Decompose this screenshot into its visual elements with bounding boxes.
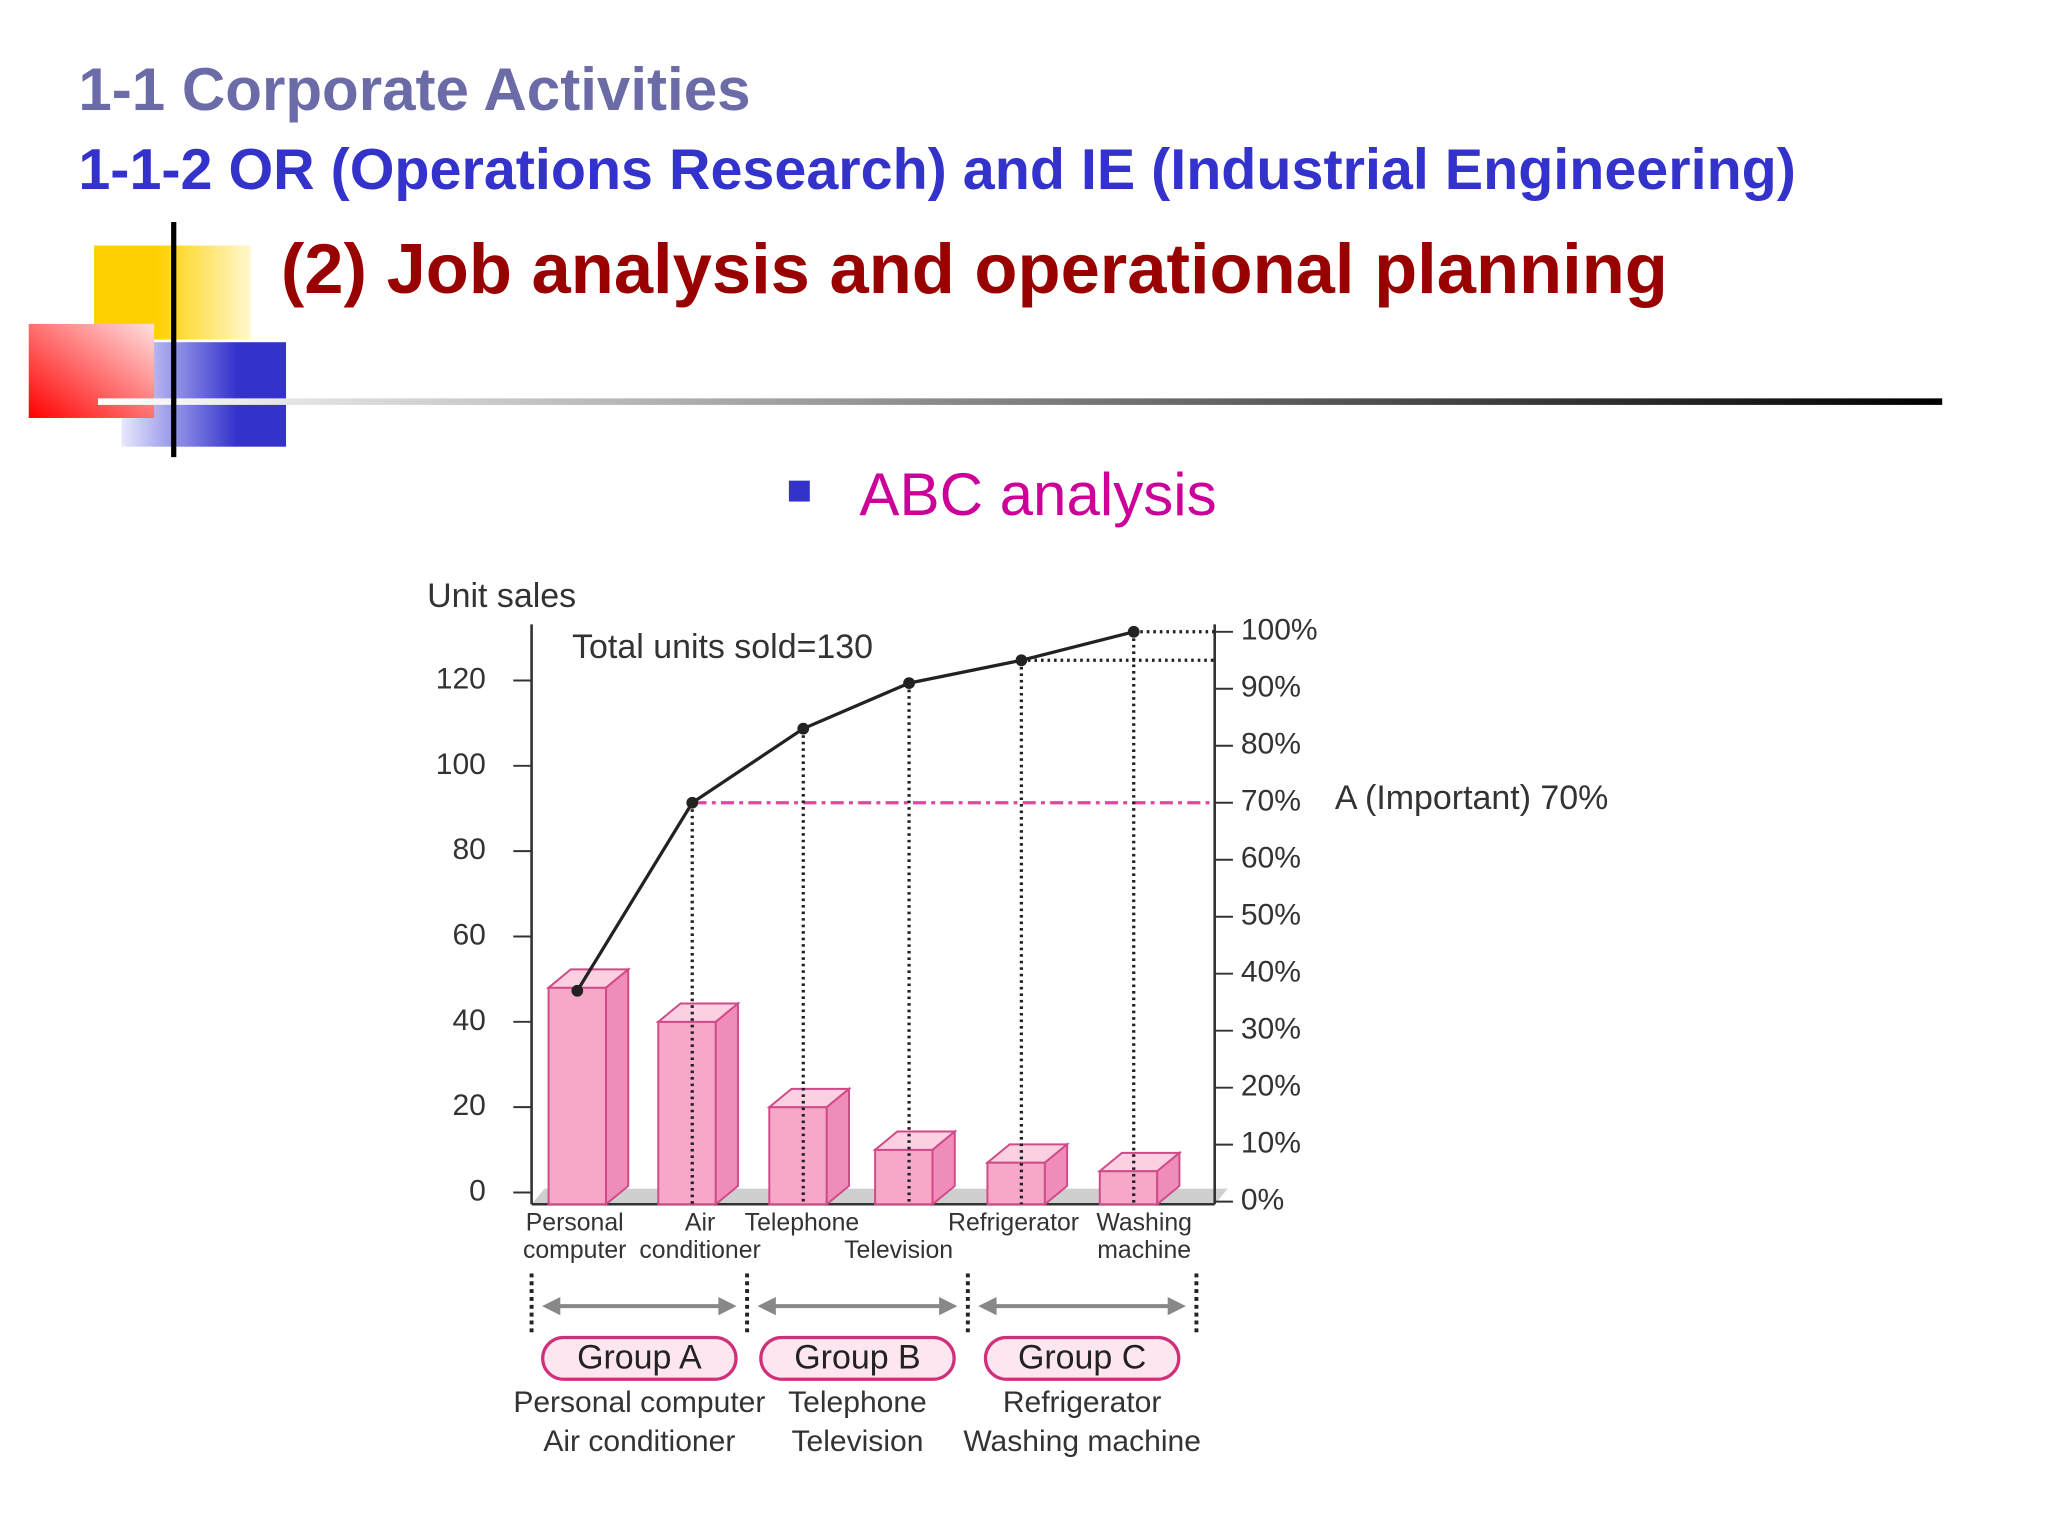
cumulative-line: [575, 630, 1135, 992]
cumulative-point: [797, 722, 810, 735]
section-title: 1-1 Corporate Activities: [78, 56, 750, 123]
group-pill: [541, 1335, 738, 1381]
bar: [1098, 1170, 1159, 1206]
chart: Unit sales Total units sold=130 0 20 40 60 80 1…: [427, 577, 1608, 1458]
bar-side: [825, 1086, 850, 1207]
group-pill: [983, 1335, 1181, 1381]
cumulative-point: [1127, 625, 1140, 638]
group-pill: [759, 1335, 956, 1381]
y-tick-label: 60: [452, 918, 485, 951]
y2-tick-label: 30%: [1241, 1013, 1301, 1046]
group-item: Washing machine: [963, 1425, 1201, 1458]
x-tick-label-box: Telephone: [744, 1209, 860, 1237]
bullet: [788, 480, 810, 502]
x-tick-label-box: Washing machine: [1096, 1209, 1192, 1265]
y2-tick-label: 40%: [1241, 956, 1301, 989]
cumulative-point: [1015, 654, 1028, 667]
y2-tick-label: 100%: [1241, 614, 1318, 647]
group-item: Refrigerator: [1003, 1386, 1162, 1419]
bar: [547, 986, 608, 1206]
annotation: Total units sold=130: [572, 628, 873, 666]
group-item: Air conditioner: [543, 1425, 735, 1458]
deco-rule: [171, 222, 177, 458]
x-tick-label: Refrigerator: [948, 1209, 1080, 1237]
bar: [986, 1161, 1046, 1206]
y-tick-label: 40: [452, 1004, 485, 1037]
y2-tick-label: 70%: [1241, 785, 1301, 818]
y2-tick-label: 80%: [1241, 728, 1301, 761]
group-name: Group A: [577, 1339, 702, 1377]
arrow-head: [757, 1296, 776, 1316]
cumulative-point: [571, 984, 584, 997]
bar: [657, 1020, 717, 1206]
arrow-head: [718, 1296, 737, 1316]
group-item: Personal computer: [513, 1386, 765, 1419]
bullet-text: ABC analysis: [859, 461, 1216, 528]
arrow-head: [1167, 1296, 1186, 1316]
y-tick-label: 80: [452, 833, 485, 866]
bar-side: [605, 967, 630, 1207]
x-tick-label-box: Personal computer: [522, 1209, 627, 1265]
bar-side: [714, 1001, 739, 1207]
group-name: Group B: [794, 1339, 920, 1377]
y2-tick-label: 20%: [1241, 1070, 1301, 1103]
group-name: Group C: [1018, 1339, 1146, 1377]
x-tick-label-box: Air conditioner: [639, 1209, 761, 1265]
x-tick-label: Personal computer: [522, 1209, 627, 1265]
arrow-head: [939, 1296, 958, 1316]
group-item: Telephone: [788, 1386, 927, 1419]
arrow-head: [542, 1296, 561, 1316]
cumulative-point: [903, 677, 915, 689]
cumulative-point: [686, 796, 699, 809]
bar-side: [1156, 1150, 1181, 1207]
y2-tick-label: 50%: [1241, 899, 1301, 932]
group-item: Television: [792, 1425, 924, 1458]
y2-tick-label: 10%: [1241, 1127, 1301, 1160]
x-tick-label-box: Television: [844, 1236, 954, 1265]
bar: [874, 1148, 934, 1206]
y-tick-label: 0: [469, 1174, 486, 1207]
threshold-label: A (Important) 70%: [1335, 779, 1609, 817]
y-tick-label: 100: [436, 748, 486, 781]
x-tick-label: Telephone: [744, 1209, 860, 1237]
bar-side: [931, 1129, 956, 1207]
y-tick-label: 120: [436, 662, 486, 695]
x-tick-label-box: Refrigerator: [948, 1209, 1080, 1237]
y-tick-label: 20: [452, 1089, 485, 1122]
deco-rule: [97, 398, 1943, 405]
x-tick-label: Television: [844, 1236, 954, 1265]
bar-side: [1043, 1142, 1069, 1207]
arrow-head: [978, 1296, 997, 1316]
y-axis-label: Unit sales: [427, 577, 576, 615]
x-tick-label: Washing machine: [1096, 1209, 1192, 1265]
slide-title: (2) Job analysis and operational plannin…: [281, 229, 1668, 308]
y2-tick-label: 0%: [1241, 1184, 1284, 1217]
x-tick-label: Air conditioner: [639, 1209, 761, 1265]
y2-tick-label: 60%: [1241, 842, 1301, 875]
y2-tick-label: 90%: [1241, 671, 1301, 704]
subsection-title: 1-1-2 OR (Operations Research) and IE (I…: [78, 138, 1796, 202]
bar: [768, 1106, 828, 1206]
